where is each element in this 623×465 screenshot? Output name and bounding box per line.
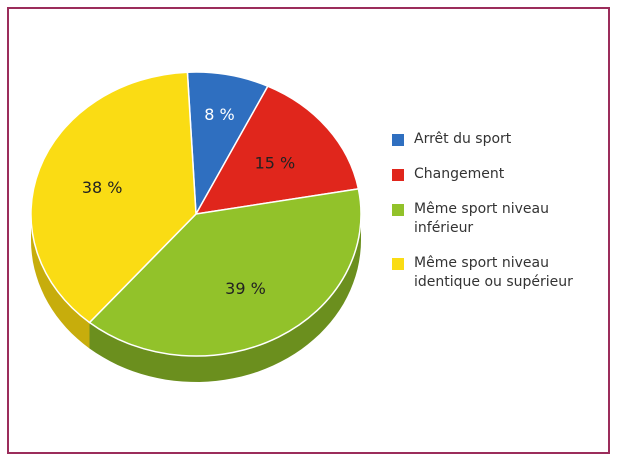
slice-value-label: 39 % [225,279,266,298]
pie-slice [88,188,362,357]
legend-label: Arrêt du sport [414,131,512,147]
slice-value-label: 8 % [204,105,234,124]
legend-label: Même sport niveau inférieur [414,201,549,236]
legend-swatch [392,204,404,216]
pie-tops [30,71,362,357]
pie-slice [30,71,197,324]
legend-item: Arrêt du sport [392,130,602,149]
pie-slice [194,85,360,215]
slice-value-label: 38 % [82,178,123,197]
legend-item: Même sport niveau inférieur [392,200,602,238]
pie-slice-side [31,214,90,349]
pie-labels: 8 % 15 % 39 % 38 % [82,105,295,298]
legend-swatch [392,169,404,181]
legend-label: Même sport niveau identique ou supérieur [414,255,573,290]
legend-swatch [392,134,404,146]
chart-legend: Arrêt du sport Changement Même sport niv… [392,130,602,308]
legend-item: Changement [392,165,602,184]
legend-label: Changement [414,166,505,182]
legend-swatch [392,258,404,270]
legend-item: Même sport niveau identique ou supérieur [392,254,602,292]
pie-sides [31,214,361,382]
slice-value-label: 15 % [255,154,296,173]
pie-slice-side [89,214,361,382]
